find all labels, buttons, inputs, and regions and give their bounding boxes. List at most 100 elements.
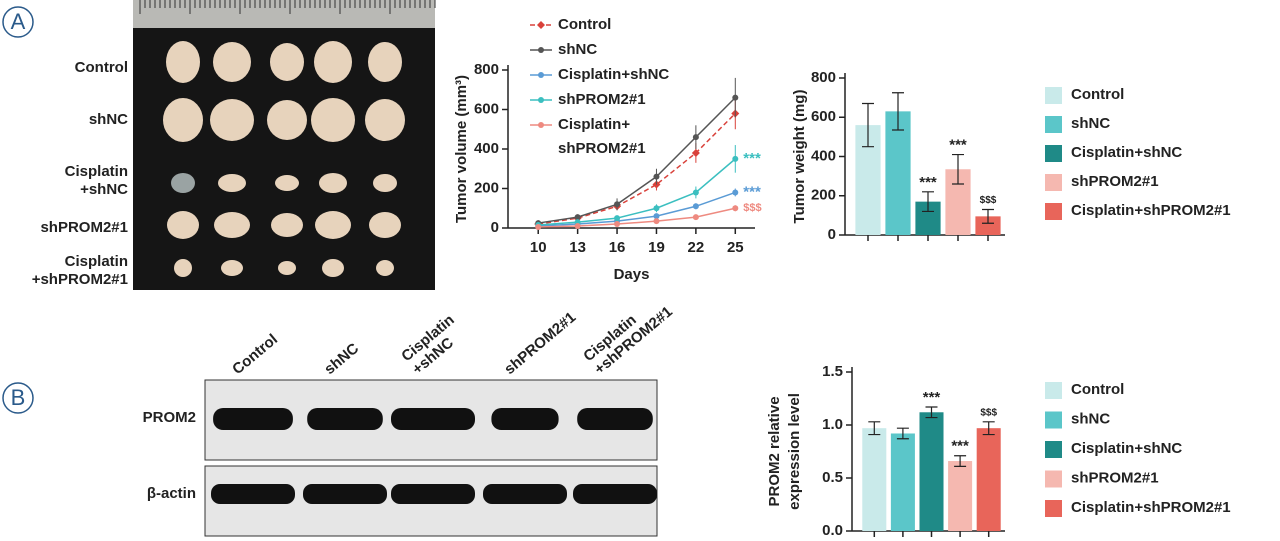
tumor [311, 98, 355, 142]
blot-band [307, 408, 383, 430]
x-axis-label: Days [614, 266, 650, 283]
marker [614, 221, 621, 228]
y-axis-label: Tumor weight (mg) [791, 90, 808, 224]
x-tick-label: 19 [648, 239, 665, 256]
marker [653, 218, 660, 225]
error-bar [982, 208, 994, 224]
tumor [315, 211, 351, 239]
tumor [275, 175, 299, 191]
panel-circle [2, 382, 34, 414]
legend-swatch [1045, 116, 1062, 133]
x-tick-label: 22 [688, 239, 705, 256]
tumor [278, 261, 296, 275]
legend-label: Control [1071, 381, 1124, 398]
y-tick-label: 800 [811, 69, 836, 86]
bar [890, 433, 915, 531]
x-tick-label: 13 [569, 239, 586, 256]
annotation: *** [919, 174, 937, 191]
row-label: Control [75, 59, 128, 76]
legend-label: shNC [558, 41, 597, 58]
tumor [314, 41, 352, 83]
legend-swatch [1045, 500, 1062, 517]
y-tick-label: 1.5 [822, 363, 843, 380]
legend-swatch [1045, 470, 1062, 488]
blot-band [573, 484, 657, 504]
series-line [538, 97, 736, 224]
legend-marker [538, 122, 544, 128]
legend-label: Control [1071, 86, 1124, 103]
annotation: *** [949, 137, 967, 154]
marker [691, 148, 700, 157]
y-tick-label: 1.0 [822, 416, 843, 433]
marker [732, 205, 739, 212]
bar [919, 412, 944, 531]
marker [653, 213, 660, 220]
y-tick-label: 0.0 [822, 522, 843, 539]
tumor [221, 260, 243, 276]
marker [692, 134, 699, 141]
error-bar [922, 191, 934, 213]
blot-band [303, 484, 387, 504]
y-tick-label: 0 [828, 226, 836, 243]
series-line [538, 207, 736, 228]
legend-label: shNC [1071, 115, 1110, 132]
marker [574, 214, 581, 221]
annotation: $$$ [980, 195, 997, 206]
tumor [167, 211, 199, 239]
legend-label: Cisplatin+shPROM2#1 [1071, 499, 1231, 516]
annotation: $$$ [980, 407, 997, 418]
error-bar [892, 92, 904, 131]
tumor [210, 99, 254, 141]
annotation: *** [951, 438, 969, 455]
error-bar [952, 153, 964, 185]
blot-band [391, 408, 475, 430]
marker [692, 203, 699, 210]
tumor [267, 100, 307, 140]
tumor [214, 212, 250, 238]
y-tick-label: 0 [491, 219, 499, 236]
y-tick-label: 200 [474, 179, 499, 196]
tumor [319, 173, 347, 193]
legend-label: shPROM2#1 [558, 91, 646, 108]
error-bar [982, 421, 995, 436]
legend-label: Cisplatin+shNC [558, 66, 669, 83]
tumor [270, 43, 304, 81]
marker [653, 173, 660, 180]
error-bar [896, 427, 909, 440]
legend-label: shPROM2#1 [1071, 469, 1159, 486]
x-tick-label: 25 [727, 239, 744, 256]
blot-band [213, 408, 293, 430]
x-tick-label: 10 [530, 239, 547, 256]
row-label: +shNC [80, 181, 128, 198]
tumor [365, 99, 405, 141]
panel-circle [2, 6, 34, 38]
tumor [373, 174, 397, 192]
row-label: shPROM2#1 [40, 219, 128, 236]
tumor [174, 259, 192, 277]
tumor [218, 174, 246, 192]
tumor [213, 42, 251, 82]
y-tick-label: 800 [474, 61, 499, 78]
blot-band [491, 408, 559, 430]
legend-marker [538, 47, 544, 53]
y-tick-label: 400 [474, 140, 499, 157]
column-label: Control [229, 331, 281, 378]
legend-label: Control [558, 16, 611, 33]
error-bar [868, 421, 881, 436]
bar [975, 216, 1001, 235]
legend-label: Cisplatin+shNC [1071, 144, 1182, 161]
marker [614, 201, 621, 208]
legend-marker [538, 97, 544, 103]
legend-marker [538, 72, 544, 78]
panel-label: A [11, 9, 26, 34]
row-label: Cisplatin [65, 163, 128, 180]
tumor [368, 42, 402, 82]
bar [885, 111, 911, 235]
marker [535, 224, 542, 231]
column-label: shPROM2#1 [501, 309, 579, 378]
marker [732, 94, 739, 101]
series-line [538, 191, 736, 227]
tumor [163, 98, 203, 142]
y-tick-label: 600 [811, 108, 836, 125]
